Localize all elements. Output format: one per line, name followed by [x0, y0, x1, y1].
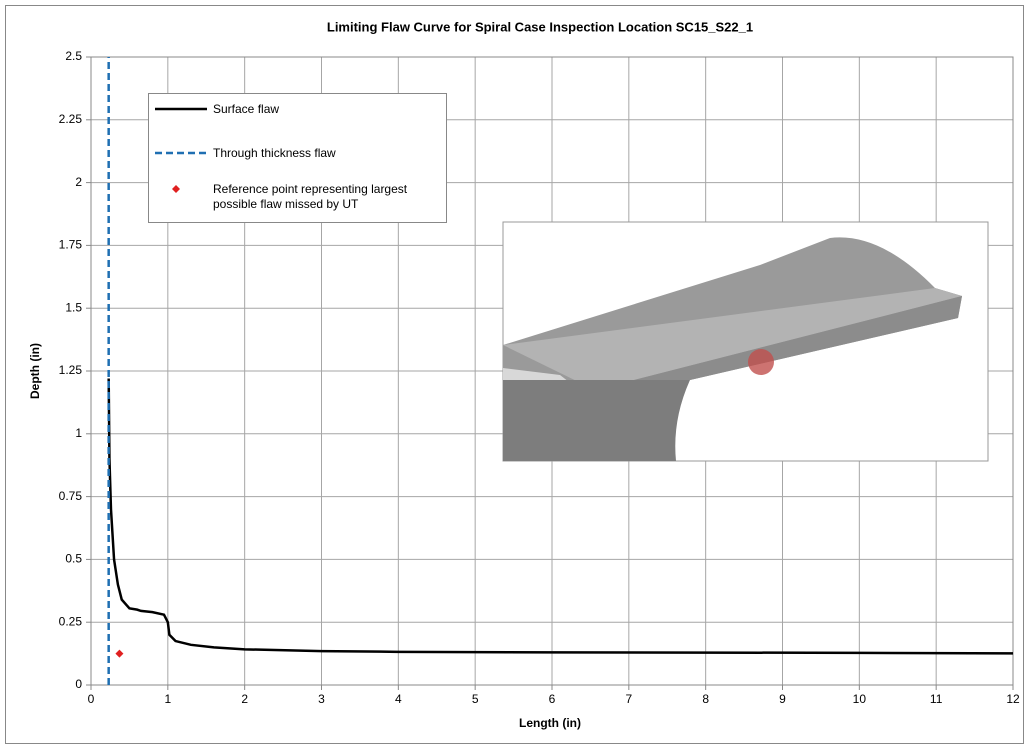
x-tick-label: 5	[472, 692, 479, 706]
x-tick-label: 3	[318, 692, 325, 706]
x-tick-label: 2	[241, 692, 248, 706]
x-tick-label: 11	[930, 692, 943, 706]
y-tick-label: 2	[75, 175, 82, 189]
y-tick-label: 0.75	[59, 489, 83, 503]
legend-label: Reference point representing largest pos…	[213, 182, 413, 212]
legend-swatch	[149, 182, 213, 196]
x-tick-label: 6	[549, 692, 556, 706]
y-axis-label: Depth (in)	[28, 343, 42, 399]
y-tick-label: 2.25	[59, 112, 83, 126]
legend-item: Surface flaw	[149, 102, 413, 117]
y-tick-label: 1	[75, 426, 82, 440]
legend-swatch	[149, 146, 213, 160]
page: Limiting Flaw Curve for Spiral Case Insp…	[0, 0, 1029, 749]
x-tick-label: 8	[702, 692, 709, 706]
y-tick-label: 0.5	[65, 552, 82, 566]
x-tick-label: 7	[625, 692, 632, 706]
x-tick-label: 10	[853, 692, 867, 706]
legend-item: Through thickness flaw	[149, 146, 413, 161]
chart-title: Limiting Flaw Curve for Spiral Case Insp…	[327, 19, 753, 34]
legend: Surface flaw Through thickness flaw Refere…	[148, 93, 447, 223]
legend-swatch	[149, 102, 213, 116]
x-tick-label: 9	[779, 692, 786, 706]
x-axis-label: Length (in)	[519, 716, 581, 730]
y-tick-label: 1.25	[59, 363, 83, 377]
x-tick-label: 1	[164, 692, 171, 706]
legend-label: Through thickness flaw	[213, 146, 413, 161]
inset-image	[503, 222, 988, 461]
x-tick-label: 4	[395, 692, 402, 706]
x-tick-label: 12	[1006, 692, 1020, 706]
y-tick-label: 1.75	[59, 238, 83, 252]
legend-item: Reference point representing largest pos…	[149, 182, 413, 212]
y-tick-label: 0.25	[59, 614, 83, 628]
legend-label: Surface flaw	[213, 102, 413, 117]
x-tick-label: 0	[88, 692, 95, 706]
y-tick-label: 1.5	[65, 300, 82, 314]
y-tick-label: 2.5	[65, 49, 82, 63]
y-tick-label: 0	[75, 677, 82, 691]
